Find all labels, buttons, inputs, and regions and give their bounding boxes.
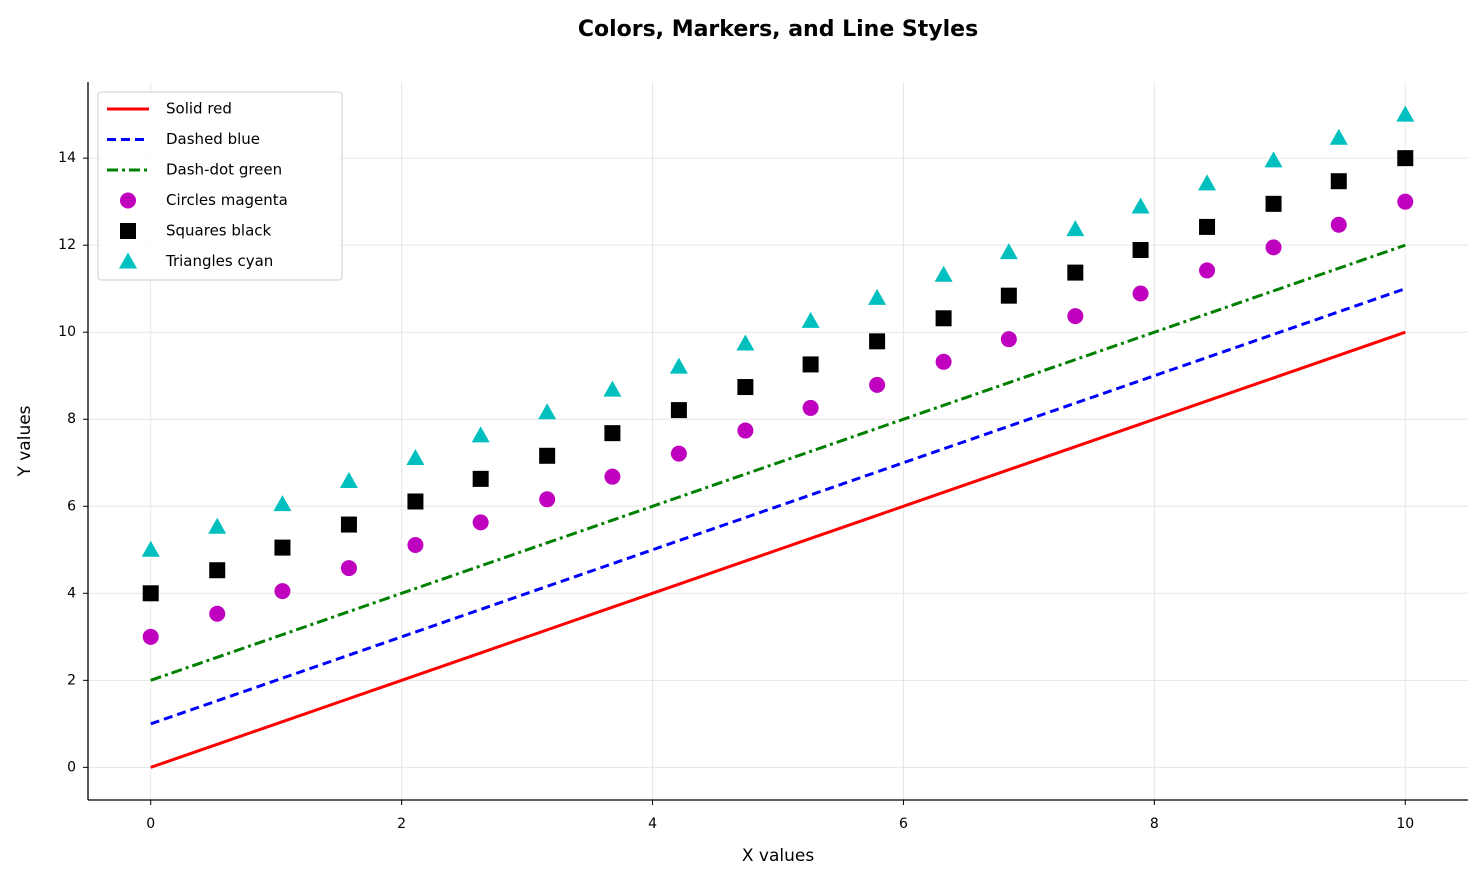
marker: [934, 265, 953, 282]
marker: [1264, 151, 1283, 168]
marker: [339, 472, 358, 489]
marker: [737, 422, 754, 439]
marker: [1000, 287, 1017, 304]
marker: [604, 425, 621, 442]
marker: [209, 562, 226, 579]
marker: [1265, 239, 1282, 256]
marker: [1199, 218, 1216, 235]
marker: [1330, 173, 1347, 190]
x-tick-label: 10: [1396, 816, 1414, 832]
marker: [274, 539, 291, 556]
y-tick-label: 10: [58, 324, 76, 340]
y-tick-label: 6: [67, 498, 76, 514]
x-tick-label: 8: [1150, 816, 1159, 832]
y-axis-label: Y values: [15, 405, 35, 477]
marker: [1396, 105, 1415, 122]
series-line: [150, 243, 1406, 682]
marker: [141, 540, 160, 557]
marker: [669, 357, 688, 374]
marker: [935, 353, 952, 370]
y-tick-label: 8: [67, 411, 76, 427]
marker: [1131, 197, 1150, 214]
marker: [120, 223, 136, 239]
x-tick-label: 4: [648, 816, 657, 832]
marker: [142, 628, 159, 645]
marker: [406, 448, 425, 465]
marker: [1132, 241, 1149, 258]
marker: [539, 491, 556, 508]
y-tick-label: 12: [58, 237, 76, 253]
marker: [670, 445, 687, 462]
marker: [472, 470, 489, 487]
legend-label: Solid red: [166, 100, 232, 118]
marker: [1000, 331, 1017, 348]
y-tick-label: 2: [67, 672, 76, 688]
marker: [471, 426, 490, 443]
series-line: [150, 330, 1406, 769]
marker: [604, 468, 621, 485]
marker: [802, 399, 819, 416]
marker: [208, 517, 227, 534]
legend-frame: [97, 91, 343, 281]
marker: [935, 310, 952, 327]
y-tick-label: 0: [67, 759, 76, 775]
series-line: [150, 287, 1406, 726]
legend-label: Dash-dot green: [166, 161, 282, 179]
marker: [1132, 285, 1149, 302]
marker: [868, 288, 887, 305]
marker: [1329, 128, 1348, 145]
marker: [736, 334, 755, 351]
x-axis-label: X values: [742, 846, 814, 866]
x-tick-label: 2: [397, 816, 406, 832]
marker: [670, 402, 687, 419]
marker: [1198, 174, 1217, 191]
marker: [1199, 262, 1216, 279]
marker: [869, 333, 886, 350]
marker: [142, 585, 159, 602]
marker: [119, 252, 137, 269]
marker: [1397, 193, 1414, 210]
legend-label: Squares black: [166, 222, 272, 240]
x-tick-label: 0: [146, 816, 155, 832]
marker: [407, 537, 424, 554]
y-tick-label: 4: [67, 585, 76, 601]
marker: [1067, 264, 1084, 281]
marker: [1066, 220, 1085, 237]
marker: [273, 495, 292, 512]
marker: [802, 356, 819, 373]
x-tick-label: 6: [899, 816, 908, 832]
marker: [603, 380, 622, 397]
marker: [1330, 216, 1347, 233]
marker: [737, 379, 754, 396]
marker: [801, 311, 820, 328]
marker: [1067, 308, 1084, 325]
marker: [274, 583, 291, 600]
y-tick-label: 14: [58, 150, 76, 166]
chart-title: Colors, Markers, and Line Styles: [578, 17, 978, 42]
marker: [120, 192, 136, 209]
marker: [538, 403, 557, 420]
marker: [340, 560, 357, 577]
legend-label: Circles magenta: [166, 191, 288, 209]
marker: [209, 605, 226, 622]
marker: [340, 516, 357, 533]
legend-label: Triangles cyan: [165, 252, 273, 270]
marker: [1265, 195, 1282, 212]
legend-label: Dashed blue: [166, 130, 260, 148]
marker: [999, 243, 1018, 260]
legend: Solid red Dashed blue Dash-dot green Circle…: [97, 91, 343, 281]
marker: [472, 514, 489, 531]
marker: [869, 376, 886, 393]
marker: [539, 447, 556, 464]
marker: [1397, 150, 1414, 167]
marker: [407, 493, 424, 510]
